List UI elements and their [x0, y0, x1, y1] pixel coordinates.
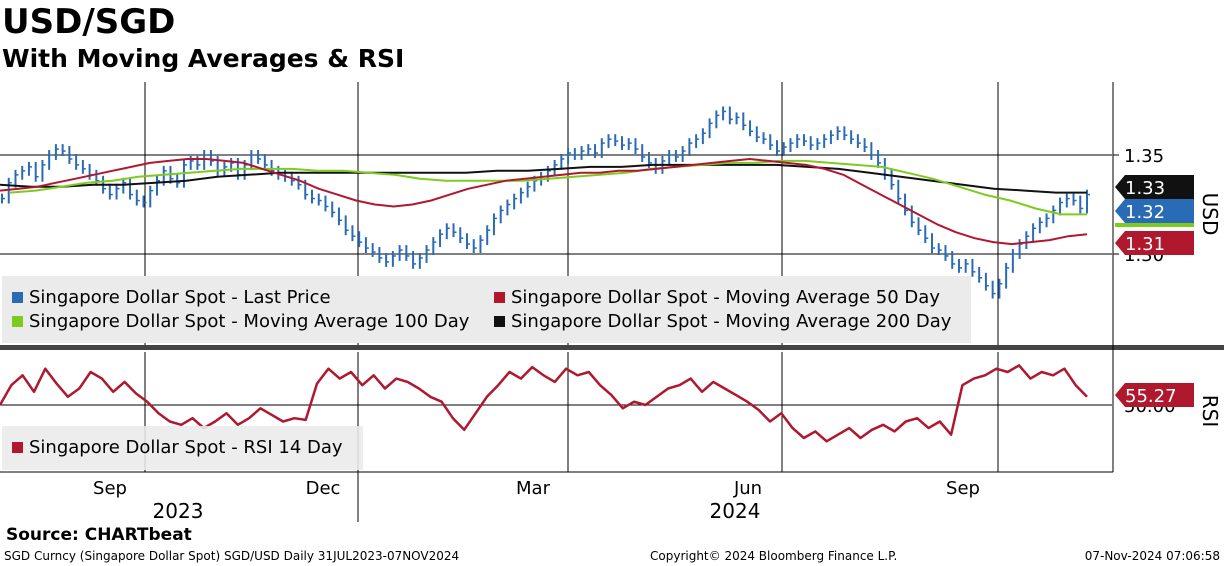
x-month-label-2: Mar: [516, 478, 551, 499]
x-month-label-4: Sep: [946, 478, 980, 499]
rsi-axis-title: RSI: [1198, 395, 1222, 428]
series-ma100-line: [9, 159, 1087, 216]
legend-label-ma50: Singapore Dollar Spot - Moving Average 5…: [511, 287, 940, 308]
rsi-label-badge: [1115, 383, 1194, 407]
legend-label-ma200: Singapore Dollar Spot - Moving Average 2…: [511, 311, 952, 332]
series-last-price: [1, 106, 1090, 299]
legend-label-ma100: Singapore Dollar Spot - Moving Average 1…: [29, 311, 470, 332]
price-legend: Singapore Dollar Spot - Last Price Singa…: [2, 276, 971, 343]
legend-swatch-rsi: [12, 442, 23, 453]
rsi-label-value: 55.27: [1125, 386, 1177, 407]
series-ma200-line: [0, 163, 1087, 194]
last-price-label-badge: [1115, 199, 1194, 223]
ma200-label-value: 1.33: [1125, 178, 1165, 199]
price-axis-title: USD: [1198, 193, 1222, 236]
page-title: USD/SGD: [2, 2, 176, 42]
ma200-label-badge: [1115, 175, 1194, 199]
x-year-label-1: 2024: [710, 499, 761, 523]
legend-label-last-price: Singapore Dollar Spot - Last Price: [29, 287, 331, 308]
legend-swatch-ma100: [12, 316, 23, 327]
ma50-label-badge: [1115, 231, 1194, 255]
legend-item-ma50: Singapore Dollar Spot - Moving Average 5…: [494, 287, 940, 309]
legend-swatch-ma200: [494, 316, 505, 327]
legend-label-rsi: Singapore Dollar Spot - RSI 14 Day: [29, 437, 343, 458]
ma50-label-value: 1.31: [1125, 234, 1165, 255]
legend-item-rsi: Singapore Dollar Spot - RSI 14 Day: [12, 437, 343, 459]
x-month-label-1: Dec: [306, 478, 341, 499]
source-text: Source: CHARTbeat: [6, 525, 192, 545]
legend-swatch-last-price: [12, 292, 23, 303]
panel-separator: [0, 345, 1224, 350]
footer-copyright: Copyright© 2024 Bloomberg Finance L.P.: [650, 549, 898, 563]
legend-item-ma100: Singapore Dollar Spot - Moving Average 1…: [12, 311, 469, 333]
price-tick-label-135: 1.35: [1124, 146, 1164, 167]
footer-timestamp: 07-Nov-2024 07:06:58: [1084, 549, 1220, 563]
series-rsi-line: [0, 364, 1088, 443]
series-ma50-line: [0, 158, 1088, 246]
ma100-label-strip: [1115, 223, 1194, 227]
footer-description: SGD Curncy (Singapore Dollar Spot) SGD/U…: [4, 549, 460, 563]
x-year-label-0: 2023: [153, 499, 204, 523]
legend-item-last-price: Singapore Dollar Spot - Last Price: [12, 287, 331, 309]
rsi-legend: Singapore Dollar Spot - RSI 14 Day: [2, 426, 363, 470]
x-month-label-0: Sep: [93, 478, 127, 499]
legend-swatch-ma50: [494, 292, 505, 303]
legend-item-ma200: Singapore Dollar Spot - Moving Average 2…: [494, 311, 951, 333]
last-price-label-value: 1.32: [1125, 202, 1165, 223]
x-month-label-3: Jun: [733, 478, 762, 499]
page-subtitle: With Moving Averages & RSI: [2, 44, 405, 73]
